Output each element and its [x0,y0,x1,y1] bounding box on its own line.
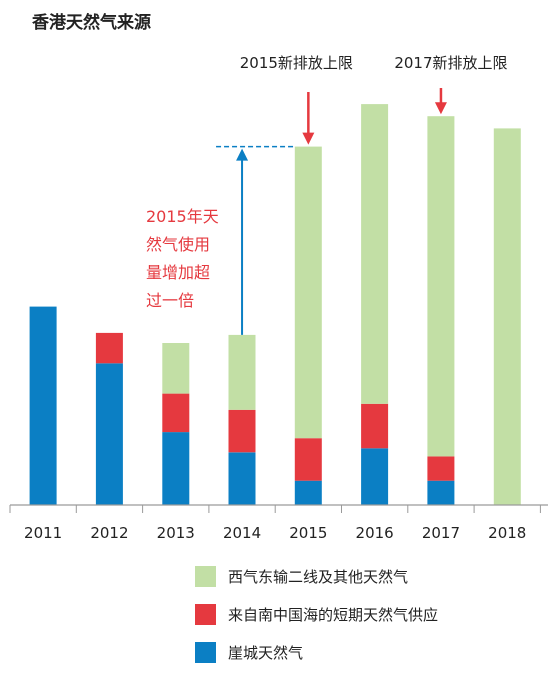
annotation-usage-doubled-line: 2015年天 [146,207,219,226]
legend-swatch [195,604,216,625]
red-arrow-down-icon [302,92,315,145]
bar-2017-series-0 [427,480,455,505]
x-tick-label: 2011 [24,524,62,542]
bar-2011-series-0 [29,306,57,505]
annotation-usage-doubled-line: 然气使用 [146,235,210,254]
legend-label: 崖城天然气 [228,644,303,662]
annotation-usage-doubled-line: 过一倍 [146,291,194,310]
x-tick-label: 2013 [157,524,195,542]
bar-2013-series-1 [162,393,190,433]
bar-2017-series-1 [427,456,455,481]
x-tick-label: 2017 [422,524,460,542]
annotation-usage-doubled-line: 量增加超 [146,263,210,282]
legend-label: 来自南中国海的短期天然气供应 [228,606,438,624]
bar-2017-series-2 [427,116,455,457]
x-tick-label: 2016 [356,524,394,542]
bar-2015-series-2 [294,146,322,439]
legend-swatch [195,642,216,663]
bar-2012-series-0 [95,363,123,506]
chart-title: 香港天然气来源 [32,12,151,33]
legend-swatch [195,566,216,587]
x-tick-label: 2014 [223,524,261,542]
x-tick-label: 2018 [488,524,526,542]
bar-2014-series-0 [228,452,256,505]
bar-2015-series-1 [294,438,322,481]
bar-2013-series-2 [162,343,190,394]
bar-2014-series-2 [228,334,256,410]
red-arrow-down-icon [434,88,447,115]
legend-label: 西气东输二线及其他天然气 [228,568,408,586]
bar-2012-series-1 [95,332,123,364]
bars-layer [29,104,521,506]
x-tick-label: 2012 [90,524,128,542]
bar-2016-series-2 [361,104,389,404]
bar-2016-series-0 [361,448,389,505]
bar-2014-series-1 [228,409,256,453]
bar-2018-series-2 [493,128,521,505]
blue-arrow-up-icon [236,148,249,335]
bar-2015-series-0 [294,480,322,505]
bar-2016-series-1 [361,403,389,449]
x-axis-ticks: 2011 2012 2013 2014 2015 2016 2017 2018 [9,505,541,542]
x-tick-label: 2015 [289,524,327,542]
bar-2013-series-0 [162,432,190,505]
annotation-2015-cap: 2015新排放上限 [240,54,353,72]
annotation-2017-cap: 2017新排放上限 [394,54,507,72]
